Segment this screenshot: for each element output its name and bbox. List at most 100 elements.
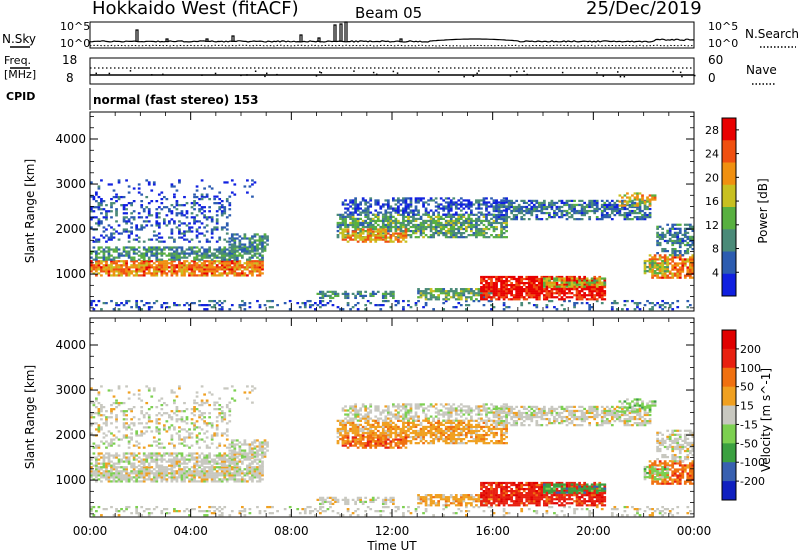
power-cell [90, 268, 93, 271]
power-cell [480, 288, 483, 291]
power-cell [351, 219, 355, 223]
power-cell [115, 208, 118, 211]
velocity-cell [122, 474, 126, 477]
power-cell [115, 193, 118, 196]
power-cell [150, 252, 154, 255]
power-cell [341, 213, 345, 216]
velocity-cell [150, 452, 154, 455]
power-cell [412, 229, 415, 233]
power-cell [107, 268, 111, 271]
power-cell [397, 232, 400, 235]
power-cell [568, 281, 571, 284]
power-cell [563, 288, 566, 291]
power-cell [100, 250, 103, 253]
power-cell [525, 288, 529, 291]
power-cell [651, 258, 654, 261]
power-cell [608, 201, 612, 205]
power-cell [467, 203, 471, 206]
frequency-panel: Freq. [MHz] 18 8 60 0 Nave [4, 53, 777, 85]
power-cell [402, 201, 405, 204]
velocity-cell [238, 480, 242, 483]
power-cell [117, 268, 121, 271]
power-cell [210, 299, 214, 303]
power-cell [419, 229, 423, 233]
power-cell [188, 274, 191, 277]
power-cell [228, 243, 232, 246]
power-cell [600, 199, 604, 203]
power-cell [452, 231, 456, 235]
power-cell [525, 275, 529, 279]
power-cell [432, 227, 435, 231]
power-cell [112, 274, 116, 277]
velocity-cell [137, 470, 141, 473]
power-cell [321, 294, 325, 298]
power-cell [173, 238, 176, 241]
nave-dot [392, 70, 395, 73]
power-cell [409, 197, 413, 200]
power-cell [407, 205, 410, 208]
power-cell [588, 294, 592, 297]
velocity-cell [233, 472, 237, 475]
power-cell [636, 194, 639, 197]
power-cell [384, 230, 388, 233]
power-cell [389, 229, 393, 233]
power-cell [419, 231, 423, 235]
power-cell [648, 261, 652, 265]
power-cell [447, 213, 451, 216]
power-cell [492, 288, 496, 291]
power-cell [180, 270, 184, 273]
power-cell [608, 207, 612, 211]
power-cell [681, 254, 685, 257]
power-cell [563, 201, 566, 205]
power-cell [225, 262, 229, 265]
power-cell [241, 237, 244, 240]
power-cell [638, 205, 642, 209]
power-cell [200, 268, 204, 271]
power-cell [671, 272, 675, 275]
power-cell [157, 252, 161, 255]
power-cell [173, 246, 176, 249]
power-cell [585, 211, 589, 215]
velocity-cell [193, 480, 196, 483]
nave-dot [523, 70, 525, 72]
power-colorbar-tick: 8 [712, 243, 719, 256]
power-cell [162, 246, 166, 249]
nave-dot [617, 71, 619, 73]
power-cell [374, 225, 378, 229]
power-cell [392, 219, 395, 223]
power-cell [522, 218, 526, 221]
power-cell [147, 260, 151, 263]
velocity-cell [230, 468, 234, 471]
power-cell [475, 292, 478, 295]
power-cell [157, 232, 161, 235]
power-cell [477, 288, 481, 291]
power-cell [497, 298, 501, 301]
power-cell [442, 213, 446, 216]
power-cell [482, 199, 486, 202]
power-cell [502, 304, 506, 307]
power-cell [162, 270, 166, 273]
velocity-cell [115, 470, 118, 473]
power-cell [117, 270, 121, 273]
velocity-cell [241, 460, 244, 463]
power-cell [621, 196, 624, 199]
power-cell [404, 225, 408, 229]
power-cell [563, 283, 566, 287]
power-cell [565, 211, 569, 215]
power-cell [432, 199, 435, 202]
power-cell [449, 296, 453, 299]
power-cell [198, 232, 201, 235]
velocity-cell [132, 466, 136, 469]
velocity-cell [97, 408, 101, 411]
power-cell [500, 218, 503, 221]
power-cell [351, 306, 355, 309]
velocity-cell [142, 452, 146, 455]
velocity-cell [183, 474, 186, 477]
power-cell [336, 213, 340, 216]
velocity-cell [95, 460, 98, 463]
velocity-cell [110, 480, 113, 483]
power-cell [402, 236, 405, 239]
power-cell [127, 202, 131, 205]
power-cell [246, 266, 249, 269]
power-cell [235, 237, 239, 240]
